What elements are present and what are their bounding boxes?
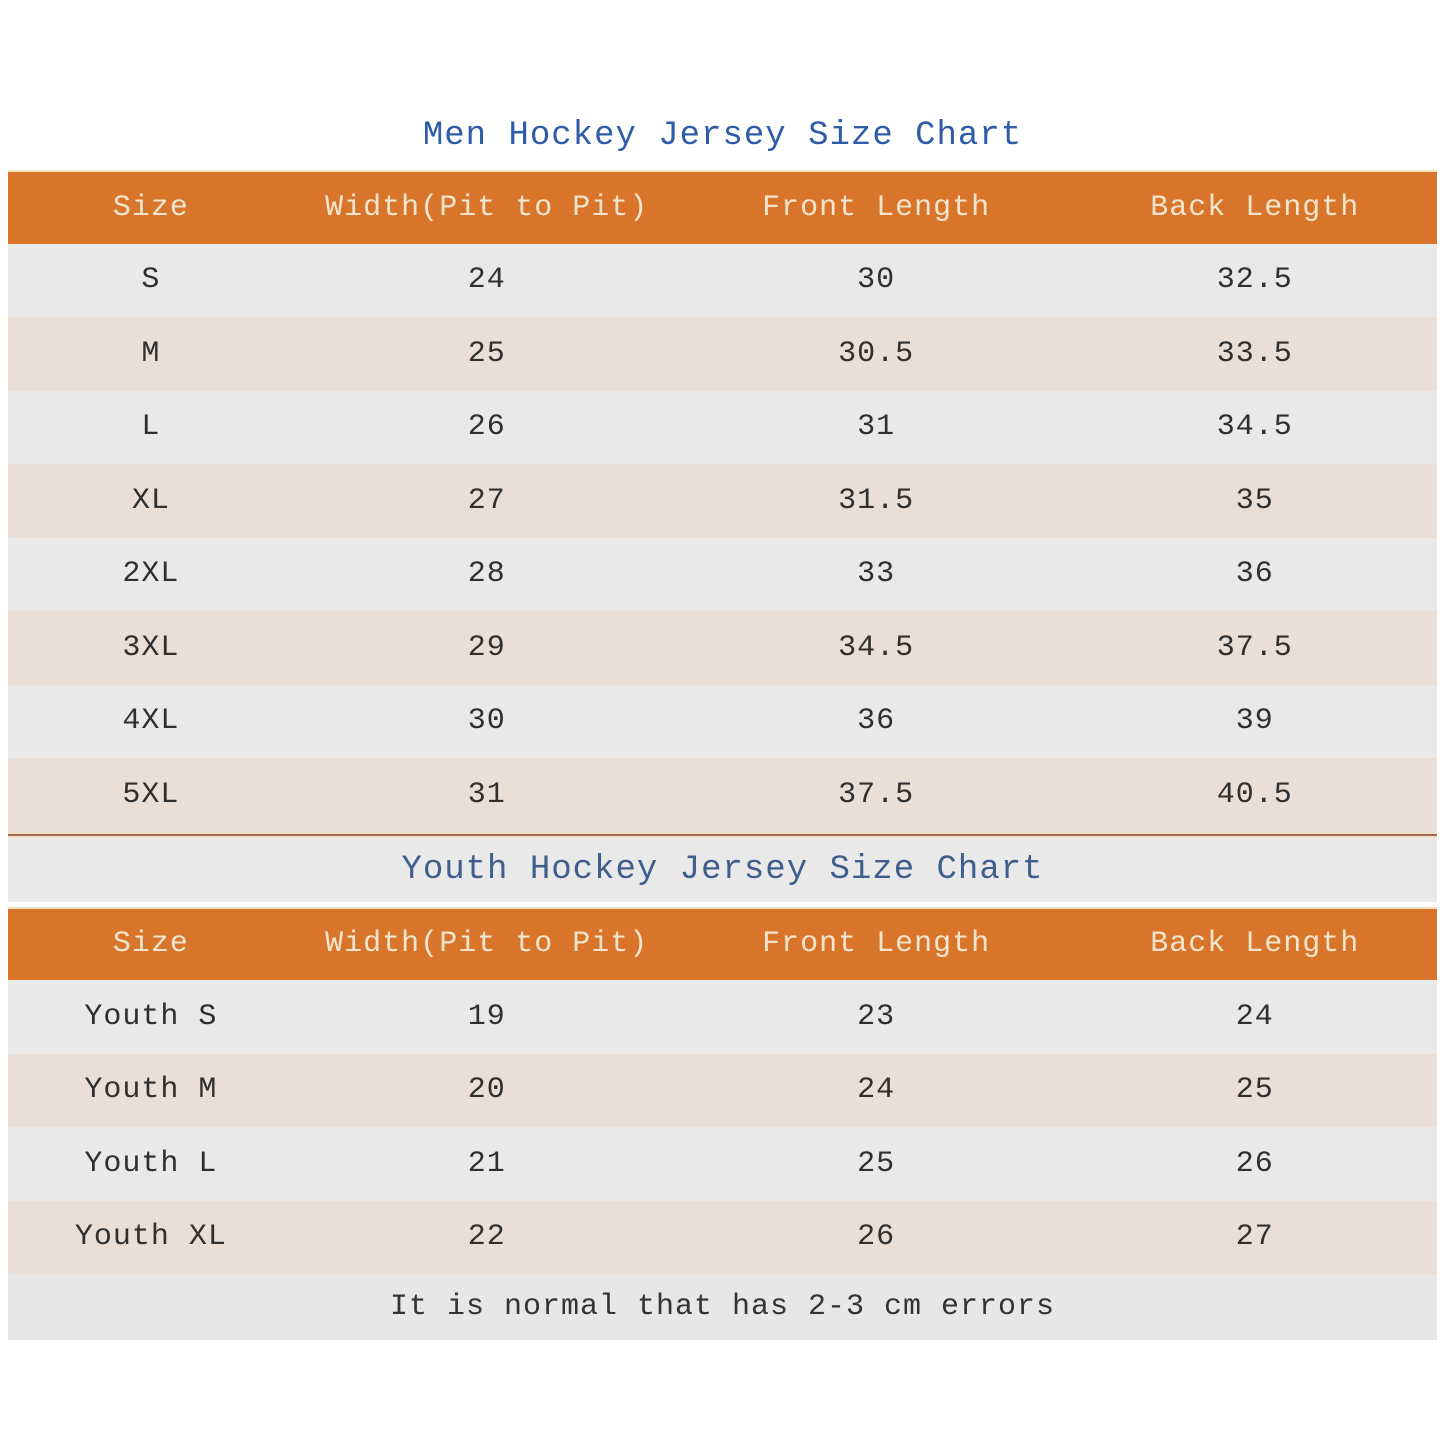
size-cell: XL: [131, 483, 170, 518]
column-header: Back Length: [1150, 190, 1360, 225]
measurement-cell: 19: [467, 999, 506, 1034]
measurement-cell: 20: [467, 1073, 506, 1108]
table-row: L 26 31 34.5: [8, 390, 1437, 464]
table-row: Youth L 21 25 26: [8, 1127, 1437, 1201]
measurement-cell: 39: [1235, 704, 1274, 739]
measurement-cell: 27: [1235, 1220, 1274, 1255]
measurement-cell: 24: [1235, 999, 1274, 1034]
size-cell: S: [141, 263, 161, 298]
youth-table-header-row: Size Width(Pit to Pit) Front Length Back Le…: [8, 906, 1437, 980]
youth-size-table: Size Width(Pit to Pit) Front Length Back Le…: [8, 906, 1437, 1274]
measurement-cell: 26: [467, 410, 506, 445]
section-divider: [8, 831, 1437, 838]
measurement-cell: 40.5: [1216, 777, 1293, 812]
column-header: Front Length: [762, 190, 991, 225]
error-tolerance-note: It is normal that has 2-3 cm errors: [8, 1274, 1437, 1340]
men-table-header-row: Size Width(Pit to Pit) Front Length Back Le…: [8, 170, 1437, 244]
table-row: XL 27 31.5 35: [8, 464, 1437, 538]
size-cell: 5XL: [122, 777, 180, 812]
measurement-cell: 31.5: [838, 483, 915, 518]
measurement-cell: 25: [1235, 1073, 1274, 1108]
measurement-cell: 21: [467, 1146, 506, 1181]
men-size-table: Size Width(Pit to Pit) Front Length Back Le…: [8, 170, 1437, 832]
measurement-cell: 27: [467, 483, 506, 518]
column-header: Size: [112, 190, 189, 225]
table-row: 4XL 30 36 39: [8, 684, 1437, 758]
measurement-cell: 22: [467, 1220, 506, 1255]
table-row: Youth M 20 24 25: [8, 1053, 1437, 1127]
title-header-gap: [8, 901, 1437, 907]
youth-table-body: Youth S 19 23 24 Youth M 20 24 25 Youth L 21 25 26 Y…: [8, 980, 1437, 1274]
measurement-cell: 37.5: [1216, 630, 1293, 665]
table-row: Youth XL 22 26 27: [8, 1200, 1437, 1274]
measurement-cell: 29: [467, 630, 506, 665]
table-row: 3XL 29 34.5 37.5: [8, 611, 1437, 685]
measurement-cell: 26: [1235, 1146, 1274, 1181]
column-header: Front Length: [762, 927, 991, 962]
measurement-cell: 25: [857, 1146, 896, 1181]
measurement-cell: 33: [857, 557, 896, 592]
measurement-cell: 23: [857, 999, 896, 1034]
measurement-cell: 31: [467, 777, 506, 812]
measurement-cell: 35: [1235, 483, 1274, 518]
size-cell: Youth L: [84, 1146, 218, 1181]
measurement-cell: 30.5: [838, 336, 915, 371]
men-chart-title-area: Men Hockey Jersey Size Chart: [8, 0, 1437, 170]
measurement-cell: 36: [1235, 557, 1274, 592]
column-header: Width(Pit to Pit): [325, 190, 649, 225]
measurement-cell: 26: [857, 1220, 896, 1255]
size-cell: L: [141, 410, 161, 445]
measurement-cell: 31: [857, 410, 896, 445]
table-row: S 24 30 32.5: [8, 243, 1437, 317]
size-cell: 2XL: [122, 557, 180, 592]
measurement-cell: 32.5: [1216, 263, 1293, 298]
column-header: Back Length: [1150, 927, 1360, 962]
men-table-body: S 24 30 32.5 M 25 30.5 33.5 L 26 31 34.5 XL 27 31.5 35 2…: [8, 243, 1437, 832]
size-cell: Youth S: [84, 999, 218, 1034]
measurement-cell: 24: [467, 263, 506, 298]
measurement-cell: 34.5: [1216, 410, 1293, 445]
size-cell: M: [141, 336, 161, 371]
measurement-cell: 33.5: [1216, 336, 1293, 371]
men-chart-title: Men Hockey Jersey Size Chart: [422, 117, 1023, 155]
measurement-cell: 24: [857, 1073, 896, 1108]
size-cell: Youth M: [84, 1073, 218, 1108]
measurement-cell: 28: [467, 557, 506, 592]
column-header: Width(Pit to Pit): [325, 927, 649, 962]
measurement-cell: 30: [467, 704, 506, 739]
column-header: Size: [112, 927, 189, 962]
measurement-cell: 37.5: [838, 777, 915, 812]
measurement-cell: 34.5: [838, 630, 915, 665]
table-row: 5XL 31 37.5 40.5: [8, 758, 1437, 832]
measurement-cell: 36: [857, 704, 896, 739]
youth-chart-title-area: Youth Hockey Jersey Size Chart: [8, 837, 1437, 902]
size-cell: 4XL: [122, 704, 180, 739]
table-row: Youth S 19 23 24: [8, 980, 1437, 1054]
measurement-cell: 30: [857, 263, 896, 298]
table-row: M 25 30.5 33.5: [8, 317, 1437, 391]
measurement-cell: 25: [467, 336, 506, 371]
table-row: 2XL 28 33 36: [8, 537, 1437, 611]
size-cell: 3XL: [122, 630, 180, 665]
size-cell: Youth XL: [74, 1220, 227, 1255]
youth-chart-title: Youth Hockey Jersey Size Chart: [401, 850, 1044, 889]
